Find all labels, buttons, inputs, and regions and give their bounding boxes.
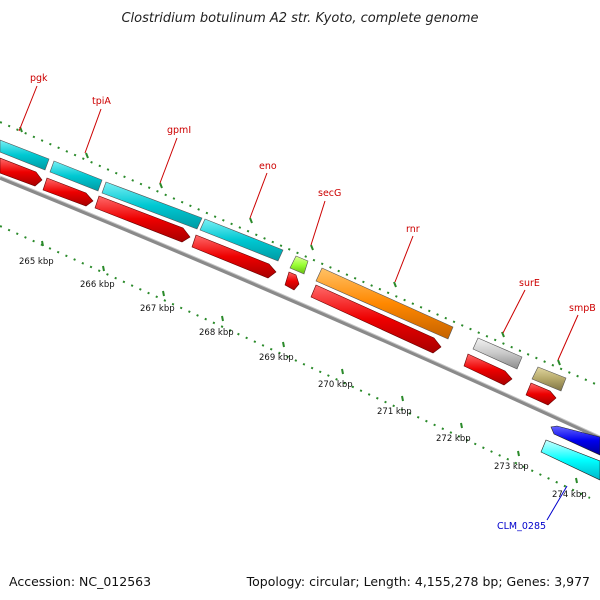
gene-label-gpmI[interactable]: gpmI: [167, 125, 191, 136]
kbp-label: 268 kbp: [199, 328, 234, 338]
cds-arrow-smpB: [525, 382, 557, 406]
cds-arrow-pgk: [0, 157, 43, 187]
gene-leader-lines: [18, 85, 579, 361]
gene-bar-eno: [199, 218, 284, 262]
gene-labels: pgk tpiA gpmI eno secG rnr surE smpB: [30, 73, 596, 314]
inner-major-ticks: [41, 240, 578, 484]
feature-bar-aqua: [540, 439, 600, 481]
gene-bar-pgk: [0, 139, 50, 171]
gene-label-secG[interactable]: secG: [318, 188, 341, 199]
feature-label-clm0285[interactable]: CLM_0285: [497, 521, 546, 532]
kbp-label: 270 kbp: [318, 380, 353, 390]
gene-label-tpiA[interactable]: tpiA: [92, 96, 111, 107]
kbp-scale-labels: 265 kbp 266 kbp 267 kbp 268 kbp 269 kbp …: [19, 257, 587, 500]
gene-label-rnr[interactable]: rnr: [406, 224, 420, 235]
cds-arrow-rnr: [310, 284, 442, 354]
kbp-label: 271 kbp: [377, 407, 412, 417]
gene-label-smpB[interactable]: smpB: [569, 303, 596, 314]
gene-label-eno[interactable]: eno: [259, 161, 277, 172]
gene-bar-gpmI: [101, 181, 203, 230]
gene-bar-rnr: [315, 267, 454, 340]
feature-arrow-blue: [550, 425, 600, 456]
gene-bar-surE: [472, 337, 523, 370]
kbp-label: 267 kbp: [140, 304, 175, 314]
gene-bar-tpiA: [49, 160, 103, 192]
kbp-label: 266 kbp: [80, 280, 115, 290]
cds-arrow-gpmI: [94, 195, 191, 243]
kbp-label: 265 kbp: [19, 257, 54, 267]
gene-label-surE[interactable]: surE: [519, 278, 540, 289]
feature-leader-line: [546, 485, 568, 521]
gene-label-pgk[interactable]: pgk: [30, 73, 48, 84]
genome-backbone: [0, 176, 600, 440]
forward-cds-arrows: [0, 157, 557, 406]
map-title: Clostridium botulinum A2 str. Kyoto, com…: [121, 11, 478, 26]
cds-arrow-surE: [463, 353, 513, 386]
reverse-features: [540, 425, 600, 481]
kbp-label: 273 kbp: [494, 462, 529, 472]
accession-text: Accession: NC_012563: [9, 574, 151, 589]
cds-arrow-secG: [284, 271, 300, 291]
kbp-label: 272 kbp: [436, 434, 471, 444]
topology-summary-text: Topology: circular; Length: 4,155,278 bp…: [246, 574, 590, 589]
outer-major-ticks: [19, 126, 561, 366]
cds-arrow-tpiA: [42, 177, 94, 207]
forward-genes: [0, 139, 567, 392]
outer-tick-track: [0, 121, 600, 387]
gene-bar-smpB: [531, 366, 567, 392]
kbp-label: 274 kbp: [552, 490, 587, 500]
kbp-label: 269 kbp: [259, 353, 294, 363]
inner-tick-track: [0, 225, 591, 499]
gene-bar-secG: [289, 255, 309, 275]
cds-arrow-eno: [191, 234, 277, 279]
